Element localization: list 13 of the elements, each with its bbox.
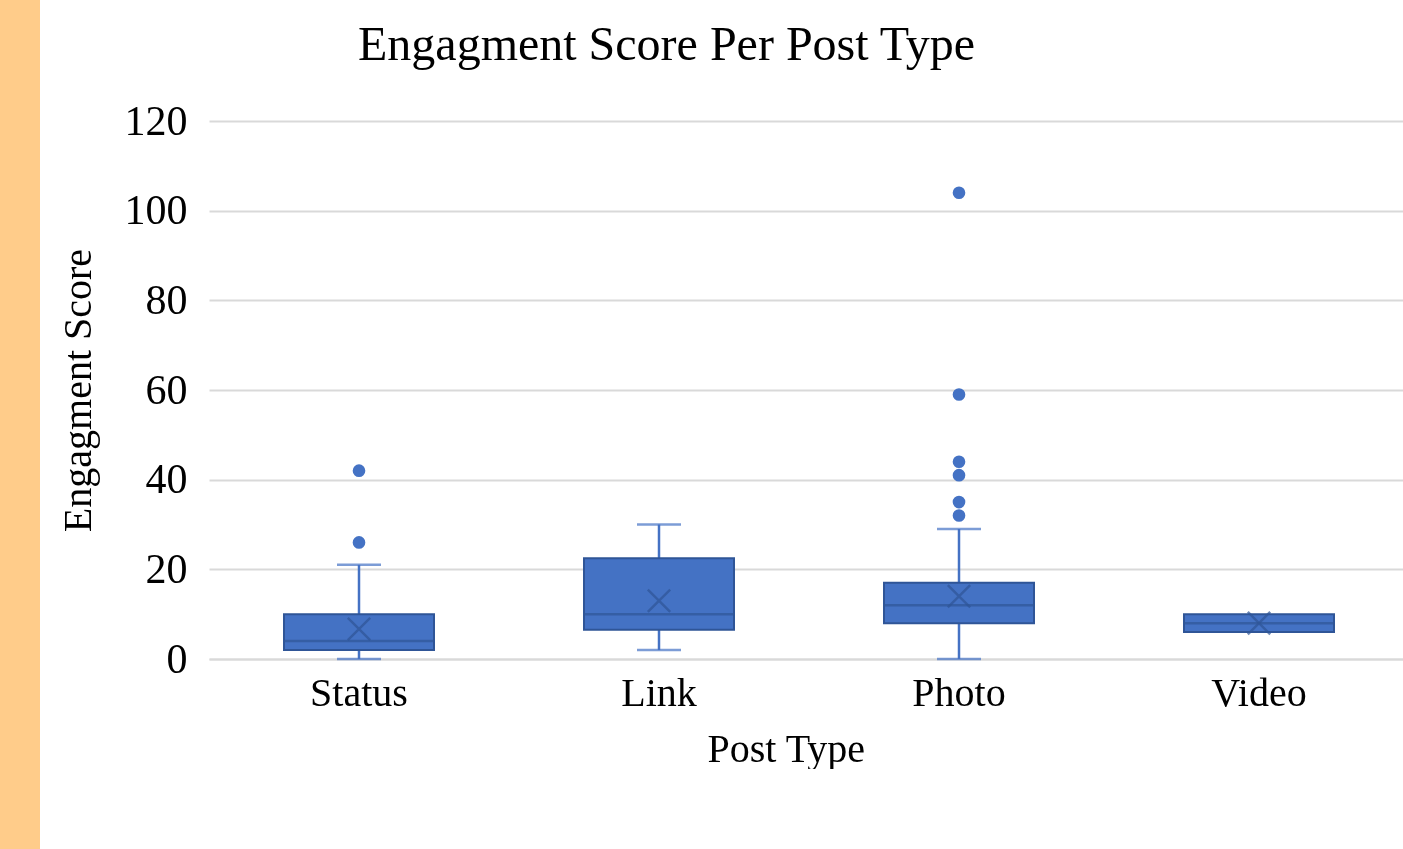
y-tick-label: 120 (124, 97, 188, 144)
y-axis-title: Engagment Score (54, 248, 100, 533)
x-tick-label: Photo (912, 669, 1006, 715)
x-tick-label: Status (310, 669, 408, 715)
y-tick-label: 0 (166, 635, 188, 682)
y-tick-label: 100 (124, 187, 188, 234)
x-tick-label: Link (621, 669, 697, 715)
y-tick-label: 40 (145, 456, 188, 503)
y-tick-label: 80 (145, 276, 188, 323)
chart-title: Engagment Score Per Post Type (358, 17, 975, 70)
x-tick-label: Video (1211, 669, 1307, 715)
y-tick-label: 60 (145, 366, 188, 413)
y-tick-label: 20 (145, 545, 188, 592)
